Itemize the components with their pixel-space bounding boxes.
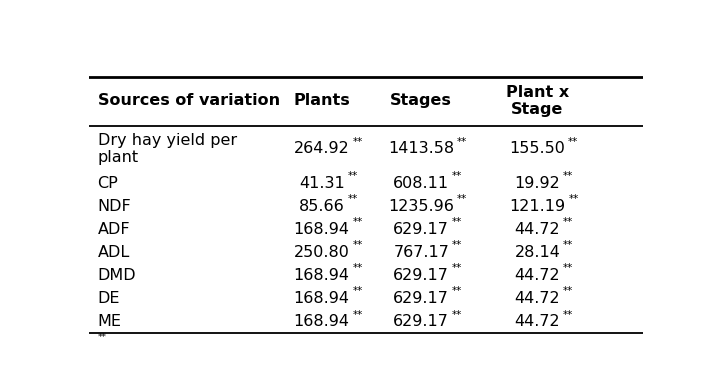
Text: 168.94: 168.94 (293, 222, 350, 237)
Text: **: ** (563, 310, 573, 319)
Text: **: ** (353, 286, 363, 296)
Text: **: ** (452, 171, 463, 181)
Text: **: ** (563, 263, 573, 273)
Text: **: ** (457, 137, 468, 147)
Text: **: ** (98, 333, 106, 342)
Text: 629.17: 629.17 (393, 291, 449, 306)
Text: **: ** (452, 240, 462, 250)
Text: **: ** (452, 286, 462, 296)
Text: **: ** (563, 171, 573, 181)
Text: 250.80: 250.80 (293, 245, 350, 260)
Text: 121.19: 121.19 (509, 199, 565, 214)
Text: DE: DE (98, 291, 120, 306)
Text: Dry hay yield per
plant: Dry hay yield per plant (98, 133, 236, 165)
Text: 1413.58: 1413.58 (388, 141, 454, 156)
Text: 44.72: 44.72 (515, 268, 560, 283)
Text: **: ** (347, 194, 358, 204)
Text: 85.66: 85.66 (298, 199, 345, 214)
Text: 41.31: 41.31 (298, 176, 345, 191)
Text: CP: CP (98, 176, 119, 191)
Text: ADF: ADF (98, 222, 130, 237)
Text: **: ** (347, 171, 358, 181)
Text: **: ** (452, 263, 462, 273)
Text: 264.92: 264.92 (293, 141, 350, 156)
Text: **: ** (353, 263, 363, 273)
Text: ADL: ADL (98, 245, 130, 260)
Text: 608.11: 608.11 (393, 176, 449, 191)
Text: DMD: DMD (98, 268, 136, 283)
Text: 44.72: 44.72 (515, 222, 560, 237)
Text: **: ** (452, 217, 462, 227)
Text: **: ** (568, 137, 578, 147)
Text: **: ** (352, 137, 363, 147)
Text: NDF: NDF (98, 199, 131, 214)
Text: 44.72: 44.72 (515, 314, 560, 329)
Text: **: ** (563, 217, 573, 227)
Text: 19.92: 19.92 (515, 176, 560, 191)
Text: ME: ME (98, 314, 121, 329)
Text: **: ** (353, 240, 363, 250)
Text: 767.17: 767.17 (393, 245, 449, 260)
Text: 44.72: 44.72 (515, 291, 560, 306)
Text: Stages: Stages (391, 93, 452, 108)
Text: **: ** (353, 310, 363, 319)
Text: **: ** (353, 217, 363, 227)
Text: 168.94: 168.94 (293, 314, 350, 329)
Text: 28.14: 28.14 (515, 245, 560, 260)
Text: 629.17: 629.17 (393, 314, 449, 329)
Text: 629.17: 629.17 (393, 222, 449, 237)
Text: 155.50: 155.50 (510, 141, 565, 156)
Text: Plant x
Stage: Plant x Stage (506, 84, 569, 117)
Text: 168.94: 168.94 (293, 268, 350, 283)
Text: Plants: Plants (293, 93, 350, 108)
Text: 168.94: 168.94 (293, 291, 350, 306)
Text: 629.17: 629.17 (393, 268, 449, 283)
Text: **: ** (452, 310, 462, 319)
Text: **: ** (568, 194, 578, 204)
Text: Sources of variation: Sources of variation (98, 93, 280, 108)
Text: **: ** (563, 286, 573, 296)
Text: **: ** (563, 240, 573, 250)
Text: 1235.96: 1235.96 (388, 199, 454, 214)
Text: **: ** (457, 194, 467, 204)
